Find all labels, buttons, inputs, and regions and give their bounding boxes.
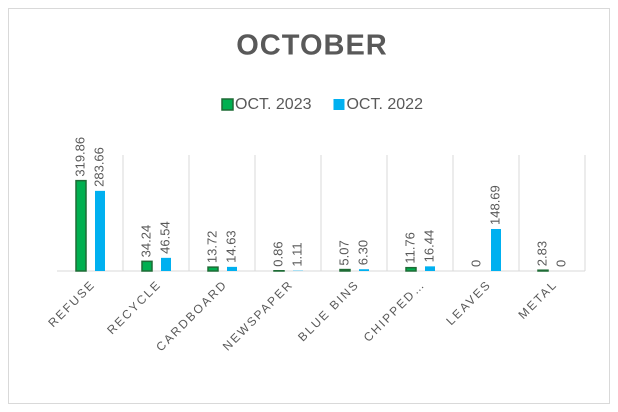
data-label: 148.69 — [487, 185, 502, 225]
data-label: 2.83 — [534, 241, 549, 266]
legend-swatch — [333, 99, 345, 110]
data-label: 5.07 — [336, 240, 351, 265]
data-label: 283.66 — [91, 147, 106, 187]
bar — [75, 179, 87, 272]
bar — [95, 190, 105, 271]
legend-swatch — [221, 98, 234, 111]
chart-border — [8, 8, 610, 404]
data-label: 34.24 — [138, 225, 153, 258]
chart-title: OCTOBER — [236, 30, 387, 62]
data-label: 46.54 — [157, 221, 172, 254]
data-label: 6.30 — [355, 240, 370, 265]
legend-label: OCT. 2022 — [346, 96, 423, 113]
data-label: 0.86 — [270, 241, 285, 266]
data-label: 0 — [553, 260, 568, 267]
data-label: 1.11 — [289, 242, 304, 266]
bar — [141, 260, 153, 272]
data-label: 16.44 — [421, 230, 436, 263]
data-label: 14.63 — [223, 230, 238, 263]
data-label: 0 — [468, 260, 483, 267]
bar — [491, 228, 501, 271]
bar — [359, 269, 369, 271]
data-label: 319.86 — [72, 137, 87, 177]
bar — [207, 266, 219, 272]
legend-label: OCT. 2023 — [235, 96, 312, 113]
data-label: 11.76 — [402, 232, 417, 264]
bar — [339, 268, 351, 272]
bar — [425, 266, 435, 271]
bar — [227, 266, 237, 271]
data-label: 13.72 — [204, 231, 219, 264]
bar — [537, 269, 549, 272]
bar — [405, 266, 417, 272]
bar — [161, 257, 171, 271]
